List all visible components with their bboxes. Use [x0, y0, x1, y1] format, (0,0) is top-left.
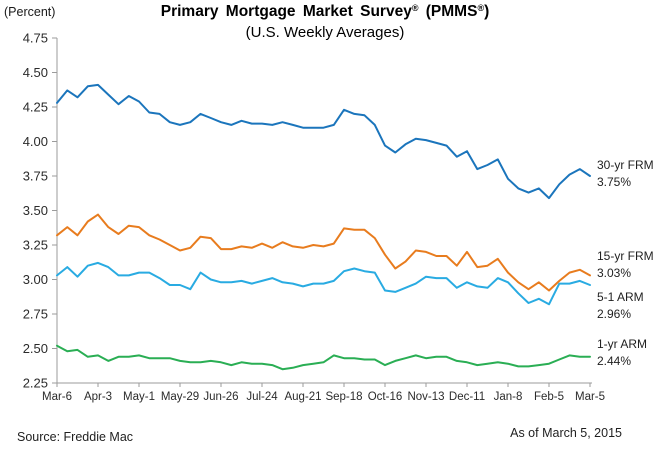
y-axis-tick-label: 2.75: [23, 307, 48, 322]
y-axis-tick-label: 3.50: [23, 203, 48, 218]
series-line-15yr-frm: [56, 213, 591, 292]
y-axis-tick-label: 3.00: [23, 272, 48, 287]
y-axis-tick-label: 4.25: [23, 100, 48, 115]
legend-label-30yr-frm: 30-yr FRM: [597, 158, 654, 172]
chart-header: Primary Mortgage Market Survey® (PMMS®) …: [0, 2, 650, 42]
x-axis-tick-label: Jul-24: [246, 391, 278, 403]
chart-title-close-paren: ): [484, 3, 490, 20]
legend-label-15yr-frm: 15-yr FRM: [597, 249, 654, 263]
chart-axes: [56, 38, 592, 384]
x-axis-tick-label: Nov-13: [407, 391, 444, 403]
y-axis-tick-label: 2.25: [23, 376, 48, 391]
x-axis-tick-label: Jun-26: [203, 391, 238, 403]
chart-subtitle: (U.S. Weekly Averages): [245, 24, 405, 41]
chart-title-pmms: (PMMS: [418, 3, 478, 20]
y-axis-tick-label: 4.50: [23, 65, 48, 80]
legend-1yr-arm: 1-yr ARM 2.44%: [597, 336, 655, 369]
legend-label-1yr-arm: 1-yr ARM: [597, 337, 648, 351]
y-axis-tick-label: 2.50: [23, 341, 48, 356]
registered-mark-icon: ®: [411, 3, 419, 13]
legend-5-1-arm: 5-1 ARM 2.96%: [597, 289, 655, 322]
y-axis-tick-label: 3.75: [23, 169, 48, 184]
chart-title: Primary Mortgage Market Survey® (PMMS®): [0, 2, 650, 23]
x-axis-tick-label: May-1: [123, 391, 155, 403]
y-axis-tick-label: 3.25: [23, 238, 48, 253]
x-axis-tick-label: Jan-8: [494, 391, 523, 403]
legend-value-15yr-frm: 3.03%: [597, 265, 632, 280]
legend-value-1yr-arm: 2.44%: [597, 353, 632, 368]
as-of-date: As of March 5, 2015: [510, 426, 622, 440]
registered-mark-icon: ®: [477, 3, 485, 13]
x-axis-tick-label: Mar-5: [575, 391, 605, 403]
x-axis-tick-label: Oct-16: [368, 391, 403, 403]
y-axis-unit-label: (Percent): [4, 5, 56, 19]
legend-value-30yr-frm: 3.75%: [597, 174, 632, 189]
x-axis-tick-label: May-29: [161, 391, 199, 403]
chart-title-text: Primary Mortgage Market Survey: [160, 3, 412, 20]
legend-label-5-1-arm: 5-1 ARM: [597, 290, 644, 304]
legend-15yr-frm: 15-yr FRM 3.03%: [597, 248, 655, 281]
x-axis-tick-label: Sep-18: [325, 391, 362, 403]
legend-value-5-1-arm: 2.96%: [597, 306, 632, 321]
x-axis-tick-label: Mar-6: [42, 391, 72, 403]
series-line-5-1-arm: [56, 261, 591, 306]
y-axis-tick-label: 4.00: [23, 134, 48, 149]
x-axis-tick-label: Aug-21: [284, 391, 321, 403]
x-axis-tick-label: Dec-11: [449, 391, 485, 403]
legend-30yr-frm: 30-yr FRM 3.75%: [597, 157, 655, 190]
source-note: Source: Freddie Mac: [17, 430, 134, 444]
x-axis-tick-label: Apr-3: [84, 391, 112, 403]
series-line-30yr-frm: [56, 83, 591, 200]
y-axis-tick-label: 4.75: [23, 31, 48, 46]
x-axis-tick-label: Feb-5: [534, 391, 564, 403]
series-line-1yr-arm: [56, 344, 591, 371]
